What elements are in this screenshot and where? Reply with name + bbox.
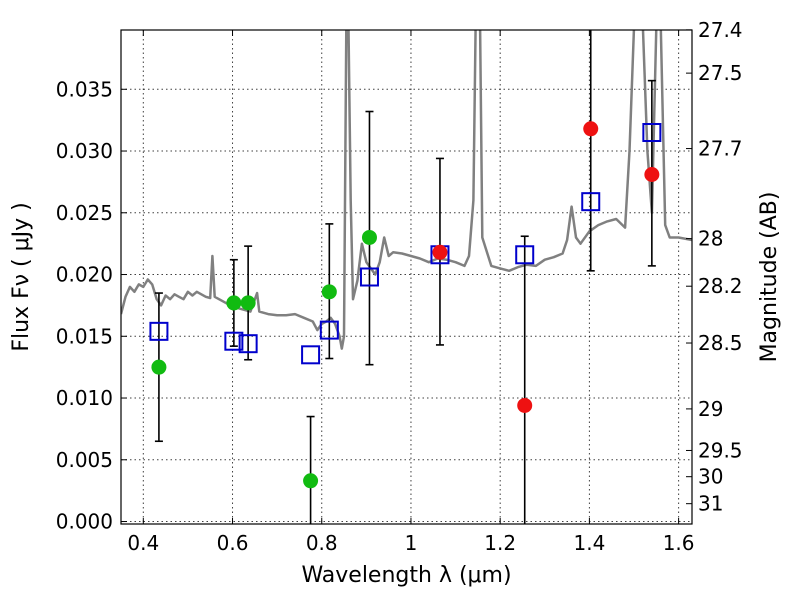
green-data-point bbox=[321, 284, 337, 300]
model-square-marker bbox=[224, 331, 244, 351]
model-square-marker bbox=[642, 123, 662, 143]
mag-tick-label: 27.4 bbox=[698, 18, 743, 42]
mag-tick-label: 28 bbox=[698, 227, 723, 251]
model-square-marker bbox=[319, 320, 339, 340]
y-tick-label: 0.030 bbox=[56, 139, 113, 163]
mag-tick-label: 28.2 bbox=[698, 274, 743, 298]
mag-tick-label: 31 bbox=[698, 492, 723, 516]
mag-tick-label: 27.5 bbox=[698, 61, 743, 85]
y-tick-label: 0.035 bbox=[56, 77, 113, 101]
mag-tick-label: 29 bbox=[698, 397, 723, 421]
axis-ticks: 0.4 0.6 0.8 1 1.2 1.4 1.6 0.000 0.005 0.010 0.015 0… bbox=[56, 18, 743, 555]
x-tick-label: 1.2 bbox=[484, 531, 516, 555]
mag-tick-label: 27.7 bbox=[698, 137, 743, 161]
markers bbox=[149, 121, 662, 489]
model-square-marker bbox=[515, 245, 535, 265]
green-data-point bbox=[151, 359, 167, 375]
red-data-point bbox=[517, 397, 533, 413]
mag-tick-label: 28.5 bbox=[698, 331, 743, 355]
red-data-point bbox=[583, 121, 599, 137]
x-tick-label: 1 bbox=[405, 531, 418, 555]
y-tick-label: 0.010 bbox=[56, 386, 113, 410]
y-tick-label: 0.005 bbox=[56, 448, 113, 472]
right-axis-label: Magnitude (AB) bbox=[757, 192, 782, 363]
model-square-marker bbox=[581, 192, 601, 212]
x-tick-label: 1.6 bbox=[663, 531, 695, 555]
red-data-point bbox=[644, 166, 660, 182]
plot-frame bbox=[120, 29, 693, 525]
x-tick-label: 0.4 bbox=[127, 531, 159, 555]
y-tick-label: 0.015 bbox=[56, 324, 113, 348]
errorbars bbox=[154, 30, 656, 524]
green-data-point bbox=[226, 295, 242, 311]
x-tick-label: 0.6 bbox=[217, 531, 249, 555]
y-tick-label: 0.025 bbox=[56, 201, 113, 225]
model-square-marker bbox=[359, 267, 379, 287]
x-axis-label: Wavelength λ (μm) bbox=[301, 563, 511, 588]
green-data-point bbox=[303, 473, 319, 489]
model-square-marker bbox=[238, 334, 258, 354]
x-tick-label: 1.4 bbox=[573, 531, 605, 555]
spectrum-layer bbox=[121, 30, 692, 350]
y-axis-label: Flux Fν ( μJy ) bbox=[9, 202, 34, 351]
red-data-point bbox=[432, 244, 448, 260]
y-tick-label: 0.000 bbox=[56, 510, 113, 534]
y-tick-label: 0.020 bbox=[56, 263, 113, 287]
green-data-point bbox=[240, 295, 256, 311]
gridlines bbox=[121, 30, 692, 524]
green-data-point bbox=[361, 229, 377, 245]
model-square-marker bbox=[149, 321, 169, 341]
mag-tick-label: 29.5 bbox=[698, 438, 743, 462]
model-square-marker bbox=[301, 345, 321, 365]
spectrum-line bbox=[121, 30, 692, 350]
x-tick-label: 0.8 bbox=[306, 531, 338, 555]
mag-tick-label: 30 bbox=[698, 465, 723, 489]
